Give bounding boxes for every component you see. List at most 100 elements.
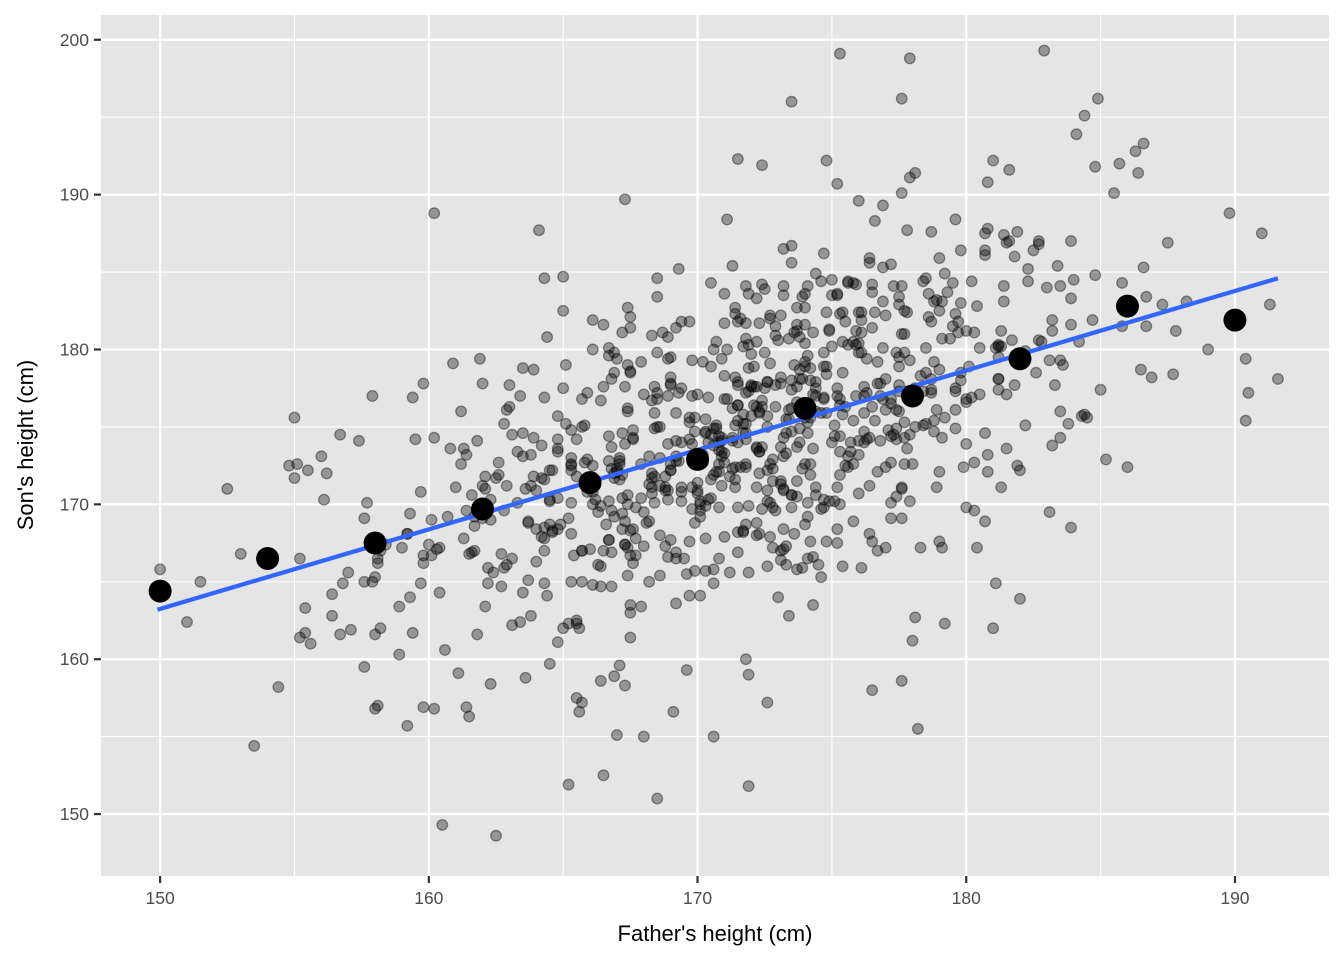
scatter-point bbox=[1003, 163, 1016, 176]
scatter-point bbox=[879, 541, 892, 554]
scatter-point bbox=[342, 566, 355, 579]
scatter-point bbox=[1223, 207, 1236, 220]
scatter-point bbox=[715, 352, 728, 365]
scatter-point bbox=[699, 413, 712, 426]
scatter-point bbox=[538, 577, 551, 590]
scatter-point bbox=[404, 591, 416, 604]
scatter-point bbox=[535, 472, 548, 484]
scatter-point bbox=[833, 430, 846, 443]
scatter-point bbox=[283, 459, 296, 472]
scatter-point bbox=[694, 589, 707, 602]
scatter-point bbox=[925, 225, 938, 238]
scatter-point bbox=[624, 365, 637, 378]
scatter-point bbox=[511, 445, 524, 458]
scatter-point bbox=[979, 249, 992, 261]
scatter-point bbox=[417, 549, 430, 562]
scatter-point bbox=[659, 540, 672, 553]
scatter-point bbox=[938, 617, 951, 630]
scatter-point bbox=[1065, 318, 1077, 331]
scatter-point bbox=[645, 394, 658, 407]
scatter-point bbox=[648, 422, 661, 435]
scatter-point bbox=[627, 433, 639, 446]
scatter-point bbox=[928, 295, 940, 308]
scatter-point bbox=[807, 551, 820, 563]
scatter-point bbox=[1032, 238, 1045, 251]
scatter-point bbox=[643, 450, 656, 463]
x-tick-label: 190 bbox=[1220, 888, 1249, 908]
scatter-point bbox=[739, 461, 752, 474]
scatter-point bbox=[842, 275, 854, 288]
scatter-point bbox=[699, 532, 712, 545]
scatter-point bbox=[739, 518, 752, 531]
scatter-point bbox=[890, 346, 903, 359]
scatter-point bbox=[863, 431, 876, 444]
scatter-point bbox=[895, 512, 908, 525]
scatter-point bbox=[807, 442, 820, 455]
scatter-point bbox=[546, 524, 559, 537]
scatter-point bbox=[718, 447, 731, 460]
scatter-point bbox=[718, 456, 731, 469]
scatter-point bbox=[619, 538, 631, 551]
scatter-point bbox=[471, 434, 484, 447]
scatter-point bbox=[766, 541, 779, 554]
scatter-point bbox=[594, 560, 607, 573]
scatter-point bbox=[831, 537, 844, 550]
scatter-point bbox=[997, 228, 1010, 241]
scatter-point bbox=[737, 340, 750, 353]
scatter-point bbox=[739, 386, 752, 399]
scatter-point bbox=[605, 372, 618, 385]
scatter-point bbox=[796, 372, 809, 385]
scatter-point bbox=[828, 495, 841, 508]
scatter-point bbox=[678, 552, 691, 565]
scatter-point bbox=[960, 501, 973, 514]
scatter-point bbox=[731, 315, 744, 328]
scatter-point bbox=[919, 417, 932, 430]
scatter-point bbox=[885, 258, 897, 271]
scatter-point bbox=[739, 317, 752, 330]
scatter-point bbox=[664, 534, 677, 546]
scatter-point bbox=[933, 363, 946, 376]
scatter-point bbox=[490, 829, 502, 842]
scatter-point bbox=[594, 674, 607, 687]
scatter-point bbox=[527, 431, 540, 444]
scatter-point bbox=[487, 566, 500, 579]
y-tick-label: 150 bbox=[60, 804, 89, 824]
scatter-point bbox=[777, 289, 790, 302]
binned-mean-point bbox=[793, 396, 817, 420]
scatter-point bbox=[823, 324, 836, 337]
scatter-point bbox=[460, 448, 473, 461]
scatter-point bbox=[602, 349, 615, 362]
scatter-point bbox=[898, 431, 911, 444]
scatter-point bbox=[825, 289, 838, 302]
scatter-point bbox=[721, 393, 734, 405]
scatter-point bbox=[718, 530, 731, 543]
scatter-point bbox=[833, 498, 846, 511]
scatter-point bbox=[785, 489, 798, 502]
scatter-point bbox=[594, 580, 607, 593]
scatter-point bbox=[793, 363, 806, 376]
scatter-point bbox=[995, 340, 1008, 353]
scatter-point bbox=[621, 359, 634, 371]
y-tick-label: 200 bbox=[60, 30, 89, 50]
scatter-point bbox=[417, 701, 430, 714]
scatter-point bbox=[495, 580, 508, 593]
scatter-point bbox=[804, 535, 817, 548]
scatter-point bbox=[785, 489, 798, 502]
scatter-point bbox=[753, 317, 766, 330]
scatter-point bbox=[1000, 442, 1013, 455]
scatter-point bbox=[903, 428, 916, 441]
binned-mean-point bbox=[256, 547, 280, 571]
scatter-point bbox=[688, 516, 701, 529]
scatter-point bbox=[425, 513, 438, 526]
scatter-point bbox=[369, 571, 382, 584]
scatter-point bbox=[428, 207, 441, 220]
scatter-point bbox=[917, 419, 930, 432]
scatter-point bbox=[815, 571, 828, 584]
scatter-point bbox=[602, 455, 615, 467]
scatter-point bbox=[468, 544, 481, 557]
scatter-point bbox=[648, 496, 661, 509]
scatter-point bbox=[756, 159, 768, 172]
y-tick-label: 180 bbox=[60, 339, 89, 359]
scatter-point bbox=[605, 441, 618, 453]
scatter-point bbox=[801, 552, 814, 565]
